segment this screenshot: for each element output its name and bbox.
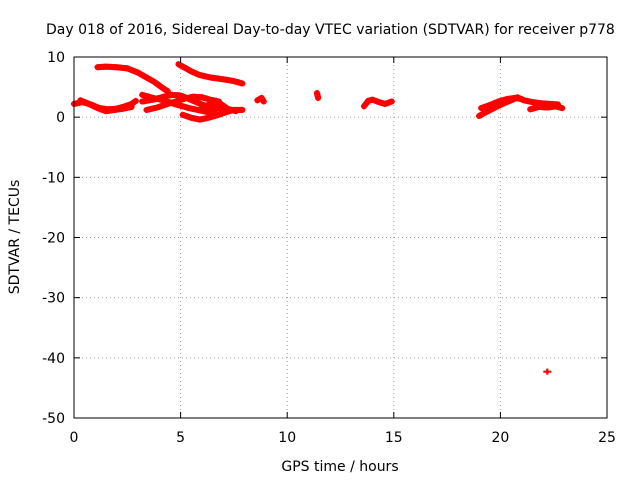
y-tick-label: -20 (42, 231, 65, 247)
x-tick-label: 10 (278, 430, 296, 446)
data-point (543, 368, 552, 375)
series-arc-4 (77, 97, 135, 115)
series-arc-1 (94, 63, 171, 95)
x-tick-label: 5 (176, 430, 185, 446)
data-point (559, 105, 566, 112)
y-tick-label: -40 (42, 351, 65, 367)
data-point (163, 87, 170, 94)
data-point (239, 80, 246, 87)
series-outlier (543, 368, 552, 375)
data-point (315, 94, 322, 101)
x-tick-label: 20 (491, 430, 509, 446)
data-point (233, 108, 240, 115)
y-tick-label: -30 (42, 291, 65, 307)
x-tick-label: 25 (598, 430, 616, 446)
series-arc-11 (314, 90, 322, 101)
data-point (128, 103, 135, 110)
chart-title: Day 018 of 2016, Sidereal Day-to-day VTE… (46, 22, 615, 38)
series-arc-10 (254, 94, 267, 105)
series-arc-9 (198, 99, 240, 115)
y-tick-label: -10 (42, 170, 65, 186)
grid-lines (74, 57, 607, 418)
x-tick-label: 15 (385, 430, 403, 446)
data-point (518, 96, 525, 103)
data-series (71, 61, 566, 375)
data-point (388, 98, 395, 105)
series-arc-15 (527, 103, 566, 113)
data-point (132, 97, 139, 104)
plot-frame (73, 56, 608, 419)
y-axis-label: SDTVAR / TECUs (7, 180, 23, 295)
series-arc-2 (175, 61, 246, 87)
y-tick-label: -50 (42, 411, 65, 427)
x-axis-label: GPS time / hours (281, 459, 398, 475)
y-tick-label: 10 (47, 50, 65, 66)
x-tick-label: 0 (70, 430, 79, 446)
data-point (260, 98, 267, 105)
series-arc-14 (478, 94, 525, 112)
series-arc-12 (360, 96, 395, 110)
y-tick-label: 0 (56, 110, 65, 126)
data-point (239, 106, 246, 113)
